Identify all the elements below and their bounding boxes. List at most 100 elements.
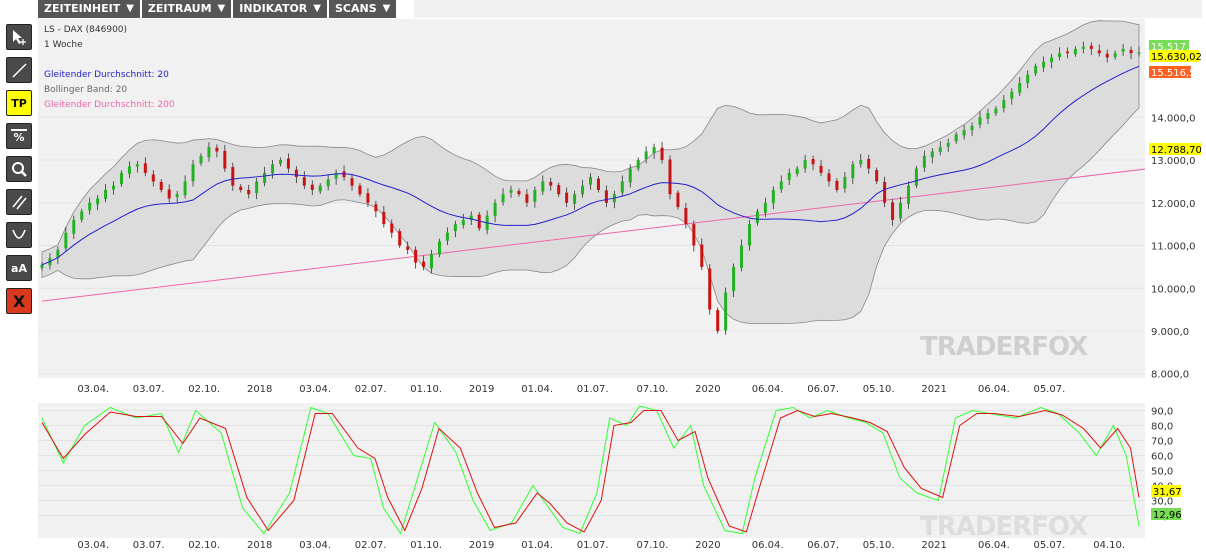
instrument-label: LS - DAX (846900) [44, 25, 128, 35]
menu-zeitraum-button[interactable]: ZEITRAUM ▼ [141, 0, 232, 18]
candle-body [430, 254, 434, 269]
bollinger-legend: Bollinger Band: 20 [44, 85, 128, 95]
x-tick-label: 07.10. [636, 384, 668, 395]
arc-tool-button[interactable] [6, 222, 32, 248]
candle-body [795, 168, 799, 174]
menu-zeiteinheit-button[interactable]: ZEITEINHEIT ▼ [38, 0, 140, 18]
zoom-tool-button[interactable] [6, 156, 32, 182]
candle-body [294, 169, 298, 178]
candle-body [700, 244, 704, 267]
x-tick-label: 01.10. [410, 384, 442, 395]
candle-body [596, 178, 600, 190]
candle-body [620, 181, 624, 193]
close-icon: X [12, 291, 26, 311]
y-tick-label: 8.000,0 [1151, 370, 1189, 381]
stoch-y-tick-label: 60,0 [1151, 452, 1173, 463]
traderfox-watermark: TRADERFOX [920, 332, 1088, 362]
text-tool-button[interactable]: aA [6, 255, 32, 281]
candle-body [302, 177, 306, 186]
candle-body [1002, 100, 1006, 109]
x-tick-label: 2020 [695, 384, 720, 395]
candle-body [183, 181, 187, 196]
candle-body [946, 142, 950, 147]
stoch-value-label: 12,96 [1153, 510, 1182, 521]
candle-body [366, 193, 370, 203]
x-tick-label: 06.07. [807, 384, 839, 395]
stoch-y-tick-label: 90,0 [1151, 407, 1173, 418]
candle-body [493, 202, 497, 217]
price-badge [1149, 66, 1191, 78]
candle-body [1113, 53, 1117, 57]
top-menu-bar: ZEITEINHEIT ▼ ZEITRAUM ▼ INDIKATOR ▼ SCANS ▼ [38, 0, 398, 18]
stoch-value-label: 31,67 [1153, 487, 1182, 498]
parallel-lines-tool-button[interactable] [6, 189, 32, 215]
candle-body [541, 181, 545, 192]
y-tick-label: 9.000,0 [1151, 327, 1189, 338]
line-icon [12, 63, 27, 78]
interval-label: 1 Woche [44, 40, 83, 50]
stoch-x-tick-label: 01.04. [521, 540, 553, 551]
candle-body [628, 168, 632, 183]
candle-body [1137, 52, 1141, 54]
line-tool-button[interactable] [6, 57, 32, 83]
candle-body [724, 292, 728, 331]
y-tick-label: 13.000,0 [1151, 156, 1196, 167]
candle-body [1097, 50, 1101, 54]
candle-body [779, 181, 783, 190]
candle-body [64, 232, 68, 249]
chevron-down-icon: ▼ [126, 3, 134, 14]
stoch-x-tick-label: 01.10. [410, 540, 442, 551]
candle-body [501, 194, 505, 203]
candle-body [978, 117, 982, 125]
candle-body [1121, 48, 1125, 52]
candle-body [278, 160, 282, 164]
stoch-x-tick-label: 2018 [247, 540, 272, 551]
candle-body [175, 194, 179, 197]
stoch-x-tick-label: 02.10. [188, 540, 220, 551]
tp-tool-button[interactable]: TP [6, 90, 32, 116]
candle-body [525, 194, 529, 203]
candle-body [819, 165, 823, 173]
candle-body [1026, 74, 1030, 84]
candle-body [692, 224, 696, 246]
candle-body [231, 167, 235, 186]
cursor-tool-button[interactable] [6, 24, 32, 50]
menu-label: INDIKATOR [239, 2, 308, 15]
candle-body [922, 155, 926, 168]
menu-indikator-button[interactable]: INDIKATOR ▼ [233, 0, 327, 18]
candle-body [676, 192, 680, 208]
cursor-crosshair-icon [13, 30, 26, 45]
candle-body [899, 202, 903, 219]
candle-body [581, 185, 585, 195]
percent-tool-button[interactable]: % [6, 123, 32, 149]
candle-body [771, 189, 775, 204]
menu-label: SCANS [334, 2, 377, 15]
candle-body [716, 310, 720, 331]
drawing-toolbar: TP% aA X [6, 24, 34, 321]
candle-body [191, 164, 195, 182]
stoch-x-tick-label: 2019 [469, 540, 494, 551]
candle-body [247, 189, 251, 195]
candle-body [851, 164, 855, 179]
candle-body [867, 159, 871, 169]
candle-body [1050, 57, 1054, 63]
sma20-legend: Gleitender Durchschnitt: 20 [44, 70, 169, 80]
candle-body [636, 160, 640, 169]
candle-body [56, 249, 60, 258]
x-tick-label: 2019 [469, 384, 494, 395]
stoch-x-tick-label: 06.07. [807, 540, 839, 551]
stoch-y-tick-label: 30,0 [1151, 497, 1173, 508]
candle-body [1058, 53, 1062, 57]
candle-body [1089, 45, 1093, 49]
chevron-down-icon: ▼ [217, 3, 226, 14]
menu-scans-button[interactable]: SCANS ▼ [328, 0, 397, 18]
candle-body [119, 172, 123, 185]
stoch-x-tick-label: 03.04. [77, 540, 109, 551]
delete-tool-button[interactable]: X [6, 288, 32, 314]
candle-body [310, 184, 314, 190]
y-tick-label: 11.000,0 [1151, 242, 1196, 253]
stoch-d-line [41, 409, 1140, 533]
menu-bar-filler [414, 0, 1202, 18]
candle-body [906, 185, 910, 204]
candle-body [358, 185, 362, 195]
